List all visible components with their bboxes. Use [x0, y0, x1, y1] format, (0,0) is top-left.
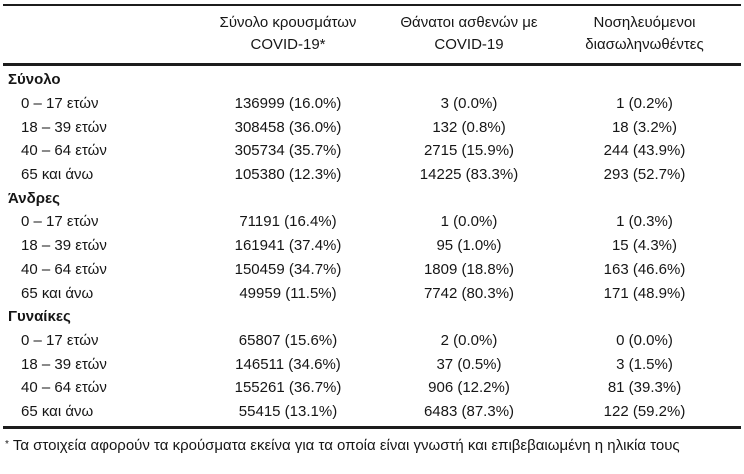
deaths-value: 37 (0.5%) [436, 355, 502, 373]
cases-value: 150459 (34.7%) [234, 260, 342, 278]
table-body: Σύνολο 0 – 17 ετών 136999 (16.0%) 3 (0.0… [3, 66, 741, 430]
intubated-value: 163 (46.6%) [603, 260, 686, 278]
age-group-label: 40 – 64 ετών [21, 379, 107, 397]
age-group-label: 18 – 39 ετών [21, 355, 107, 373]
table-row: 65 και άνω 105380 (12.3%) 14225 (83.3%) … [3, 163, 741, 187]
table-row: 65 και άνω 55415 (13.1%) 6483 (87.3%) 12… [3, 400, 741, 424]
intubated-value: 171 (48.9%) [603, 284, 686, 302]
cases-value: 155261 (36.7%) [234, 379, 342, 397]
intubated-value: 15 (4.3%) [611, 237, 678, 255]
deaths-value: 7742 (80.3%) [423, 284, 515, 302]
table-row: 0 – 17 ετών 71191 (16.4%) 1 (0.0%) 1 (0.… [3, 210, 741, 234]
deaths-value: 14225 (83.3%) [419, 166, 519, 184]
section-header-row-women: Γυναίκες [3, 305, 741, 329]
deaths-value: 2 (0.0%) [440, 331, 498, 349]
table-footnote: * Τα στοιχεία αφορούν τα κρούσματα εκείν… [3, 436, 741, 456]
intubated-value: 81 (39.3%) [607, 379, 682, 397]
intubated-value: 3 (1.5%) [616, 355, 673, 373]
cases-value: 308458 (36.0%) [234, 118, 342, 136]
column-header-total-cases-line2: COVID-19* [250, 36, 326, 53]
footnote-text: Τα στοιχεία αφορούν τα κρούσματα εκείνα … [12, 437, 680, 455]
deaths-value: 132 (0.8%) [432, 118, 506, 136]
cases-value: 71191 (16.4%) [239, 213, 337, 231]
section-header-row-men: Άνδρες [3, 186, 741, 210]
column-header-total-cases: Σύνολο κρουσμάτων COVID-19* [186, 12, 390, 56]
cases-value: 65807 (15.6%) [238, 331, 338, 349]
intubated-value: 293 (52.7%) [603, 166, 686, 184]
age-group-label: 65 και άνω [21, 402, 94, 420]
deaths-value: 1809 (18.8%) [423, 260, 515, 278]
table-header-row: Σύνολο κρουσμάτων COVID-19* Θάνατοι ασθε… [3, 6, 741, 66]
cases-value: 49959 (11.5%) [239, 284, 337, 302]
age-group-label: 40 – 64 ετών [21, 260, 107, 278]
intubated-value: 0 (0.0%) [616, 331, 673, 349]
deaths-value: 906 (12.2%) [428, 379, 510, 397]
table-row: 65 και άνω 49959 (11.5%) 7742 (80.3%) 17… [3, 281, 741, 305]
deaths-value: 2715 (15.9%) [423, 142, 515, 160]
cases-value: 161941 (37.4%) [234, 237, 342, 255]
table-row: 18 – 39 ετών 161941 (37.4%) 95 (1.0%) 15… [3, 234, 741, 258]
column-header-total-cases-line1: Σύνολο κρουσμάτων [219, 14, 357, 31]
table-row: 40 – 64 ετών 305734 (35.7%) 2715 (15.9%)… [3, 139, 741, 163]
intubated-value: 18 (3.2%) [611, 118, 678, 136]
table-row: 0 – 17 ετών 65807 (15.6%) 2 (0.0%) 0 (0.… [3, 329, 741, 353]
section-label-women: Γυναίκες [8, 308, 71, 326]
footnote-asterisk-marker: * [5, 439, 9, 451]
cases-value: 105380 (12.3%) [234, 166, 342, 184]
deaths-value: 95 (1.0%) [436, 237, 502, 255]
deaths-value: 6483 (87.3%) [423, 402, 515, 420]
column-header-deaths: Θάνατοι ασθενών με COVID-19 [390, 12, 548, 56]
column-header-deaths-line1: Θάνατοι ασθενών με [400, 14, 538, 31]
age-group-label: 40 – 64 ετών [21, 142, 107, 160]
covid-stats-table: Σύνολο κρουσμάτων COVID-19* Θάνατοι ασθε… [3, 4, 741, 430]
age-group-label: 18 – 39 ετών [21, 237, 107, 255]
age-group-label: 65 και άνω [21, 284, 94, 302]
age-group-label: 0 – 17 ετών [21, 95, 99, 113]
column-header-intubated: Νοσηλευόμενοι διασωληνωθέντες [548, 12, 741, 56]
table-row: 18 – 39 ετών 308458 (36.0%) 132 (0.8%) 1… [3, 115, 741, 139]
table-row: 40 – 64 ετών 155261 (36.7%) 906 (12.2%) … [3, 376, 741, 400]
cases-value: 305734 (35.7%) [234, 142, 342, 160]
intubated-value: 1 (0.3%) [616, 213, 673, 231]
column-header-deaths-line2: COVID-19 [434, 36, 504, 53]
intubated-value: 122 (59.2%) [603, 402, 686, 420]
table-row: 18 – 39 ετών 146511 (34.6%) 37 (0.5%) 3 … [3, 352, 741, 376]
intubated-value: 1 (0.2%) [616, 95, 673, 113]
section-header-row-total: Σύνολο [3, 68, 741, 92]
age-group-label: 18 – 39 ετών [21, 118, 107, 136]
cases-value: 136999 (16.0%) [234, 95, 342, 113]
deaths-value: 1 (0.0%) [440, 213, 498, 231]
age-group-label: 0 – 17 ετών [21, 213, 99, 231]
covid-report-table-page: Σύνολο κρουσμάτων COVID-19* Θάνατοι ασθε… [3, 4, 741, 456]
column-header-intubated-line1: Νοσηλευόμενοι [593, 14, 696, 31]
cases-value: 146511 (34.6%) [235, 355, 341, 373]
column-header-intubated-line2: διασωληνωθέντες [585, 36, 704, 53]
table-row: 40 – 64 ετών 150459 (34.7%) 1809 (18.8%)… [3, 258, 741, 282]
table-row: 0 – 17 ετών 136999 (16.0%) 3 (0.0%) 1 (0… [3, 92, 741, 116]
age-group-label: 65 και άνω [21, 166, 94, 184]
cases-value: 55415 (13.1%) [238, 402, 338, 420]
section-label-men: Άνδρες [8, 189, 60, 207]
intubated-value: 244 (43.9%) [603, 142, 686, 160]
section-label-total: Σύνολο [8, 71, 61, 89]
age-group-label: 0 – 17 ετών [21, 331, 99, 349]
deaths-value: 3 (0.0%) [440, 95, 498, 113]
